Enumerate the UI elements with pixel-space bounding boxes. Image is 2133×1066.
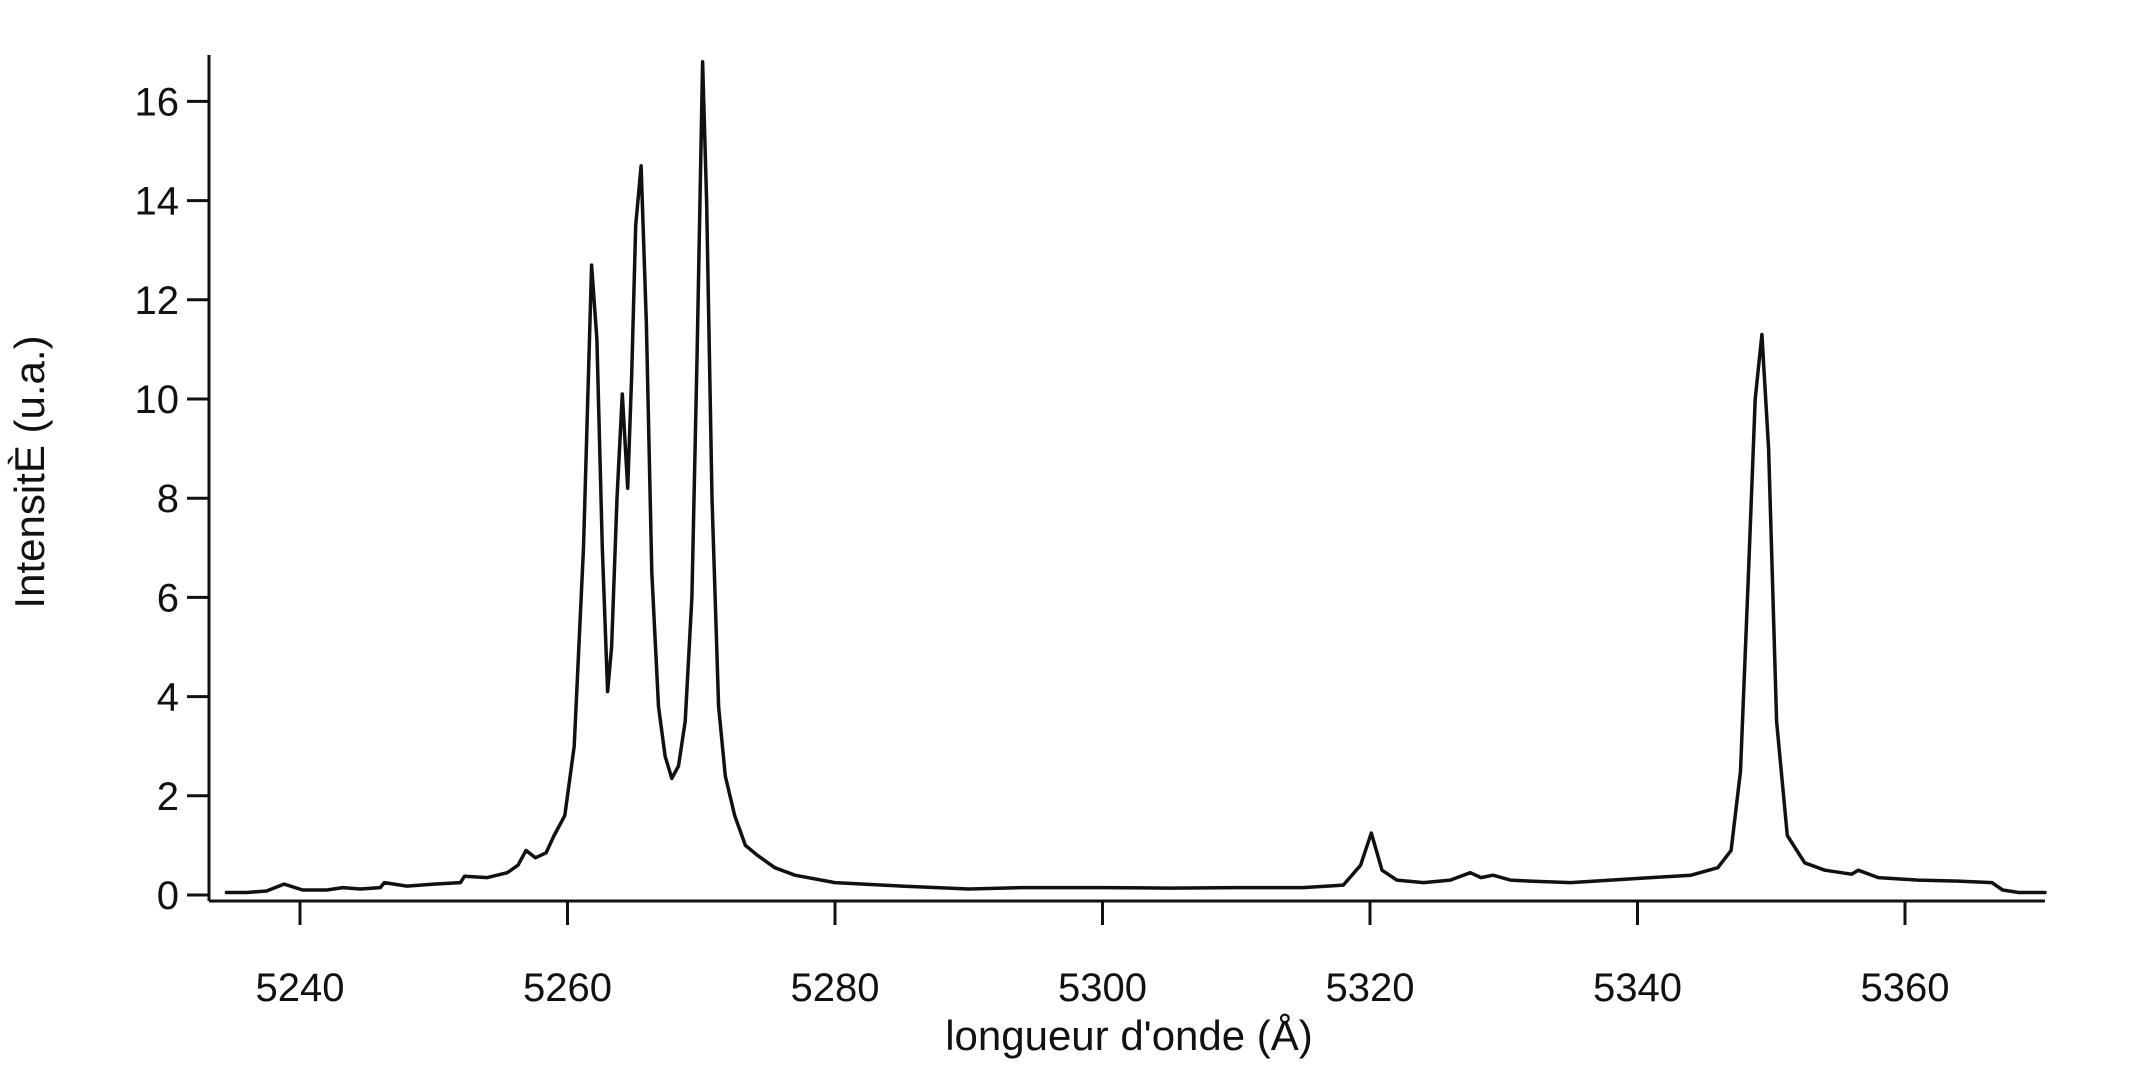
y-tick-label: 10	[135, 378, 180, 422]
y-tick-label: 4	[157, 676, 179, 720]
x-tick-label: 5280	[791, 966, 880, 1010]
y-axis-label: IntensitÈ (u.a.)	[6, 335, 53, 608]
y-tick-label: 0	[157, 874, 179, 918]
y-tick-label: 2	[157, 775, 179, 819]
x-tick-label: 5320	[1326, 966, 1415, 1010]
spectrum-line	[224, 59, 2047, 895]
x-tick-label: 5240	[256, 966, 345, 1010]
y-tick-label: 12	[135, 279, 180, 323]
x-tick-label: 5340	[1593, 966, 1682, 1010]
x-tick-label: 5360	[1861, 966, 1950, 1010]
y-tick-label: 14	[135, 180, 180, 224]
x-axis-ticks: 5240 5260 5280 5300 5320 5340 5360	[256, 901, 1950, 1010]
y-tick-label: 8	[157, 477, 179, 521]
y-tick-label: 16	[135, 80, 180, 124]
x-tick-label: 5300	[1058, 966, 1147, 1010]
y-axis-ticks: 0 2 4 6 8 10 12 14 16	[135, 80, 209, 918]
x-axis-label: longueur d'onde (Å)	[945, 1012, 1313, 1059]
x-tick-label: 5260	[523, 966, 612, 1010]
y-tick-label: 6	[157, 576, 179, 620]
